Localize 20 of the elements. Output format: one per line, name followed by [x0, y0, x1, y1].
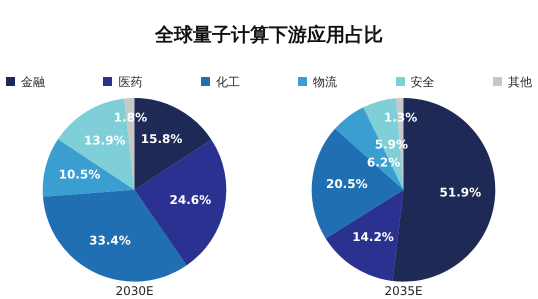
legend-label: 医药: [117, 74, 142, 90]
legend-label: 其他: [506, 74, 532, 90]
data-label: 15.8%: [140, 132, 182, 146]
data-label: 20.5%: [326, 177, 368, 192]
legend-label: 安全: [410, 74, 435, 90]
data-label: 6.2%: [366, 156, 400, 170]
data-label: 33.4%: [89, 233, 131, 248]
data-label: 1.8%: [114, 110, 148, 124]
data-label: 1.3%: [384, 110, 418, 124]
legend-label: 化工: [214, 74, 240, 90]
chart-title: 全球量子计算下游应用占比: [154, 23, 384, 48]
data-label: 10.5%: [58, 168, 100, 182]
data-label: 24.6%: [170, 192, 212, 207]
legend-label: 金融: [20, 74, 45, 90]
legend-label: 物流: [312, 74, 338, 90]
text: 2030E: [115, 284, 154, 298]
data-label: 13.9%: [84, 133, 126, 148]
data-label: 14.2%: [352, 230, 394, 244]
data-label: 51.9%: [439, 185, 482, 200]
text: 2035E: [384, 284, 423, 298]
